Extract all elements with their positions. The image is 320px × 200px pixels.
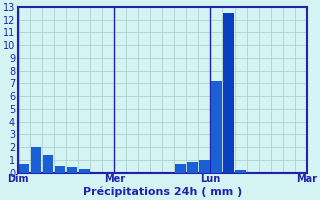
Bar [67, 167, 77, 173]
Bar [43, 155, 53, 173]
Bar [223, 13, 234, 173]
Bar [175, 164, 186, 173]
Bar [199, 160, 210, 173]
Bar [31, 147, 41, 173]
Bar [235, 170, 246, 173]
Bar [19, 164, 29, 173]
Bar [187, 162, 198, 173]
Bar [211, 81, 222, 173]
Bar [79, 169, 90, 173]
Bar [55, 166, 66, 173]
X-axis label: Précipitations 24h ( mm ): Précipitations 24h ( mm ) [83, 187, 242, 197]
